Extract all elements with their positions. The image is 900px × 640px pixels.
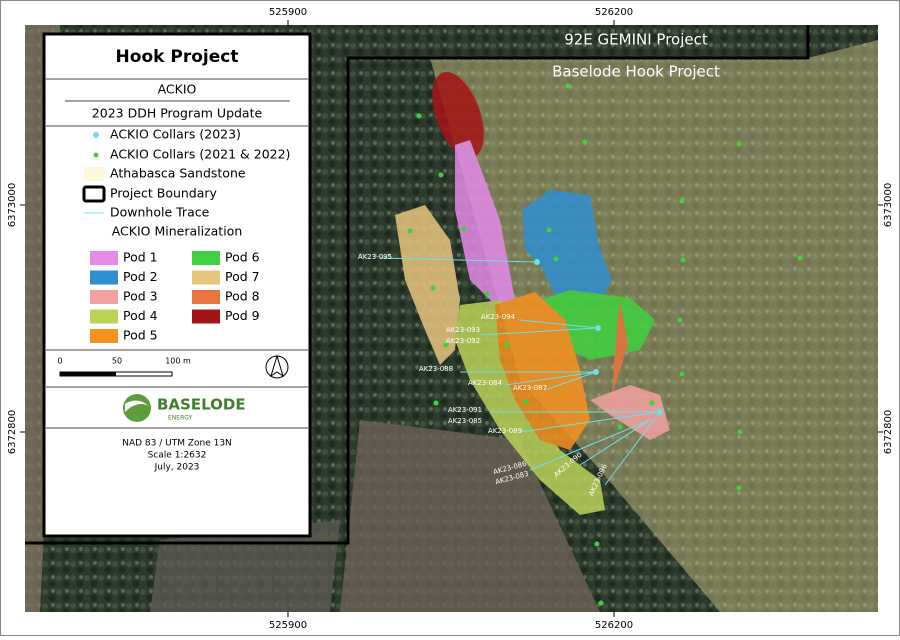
tick-marks [20, 20, 883, 617]
coord-label: 6372800 [7, 410, 18, 455]
legend-item: Project Boundary [110, 186, 218, 201]
pod-swatch [90, 290, 118, 304]
legend-item: Downhole Trace [110, 205, 210, 220]
footer-text: NAD 83 / UTM Zone 13N [122, 439, 232, 449]
pod-swatch [90, 329, 118, 343]
footer-text: July, 2023 [154, 463, 200, 473]
pod-swatch [192, 309, 220, 324]
coord-label: 6373000 [7, 183, 18, 228]
pod-label: Pod 3 [123, 289, 158, 304]
coord-label: 6373000 [883, 183, 894, 228]
drillhole-label: AK23-087 [513, 384, 547, 392]
map-label: 92E GEMINI Project [564, 31, 708, 49]
drillhole-label: AK23-094 [481, 313, 516, 321]
legend-item: Athabasca Sandstone [110, 166, 246, 181]
footer-text: Scale 1:2632 [148, 451, 207, 461]
pod-swatch [192, 270, 220, 285]
pod-label: Pod 2 [123, 269, 158, 284]
pod-label: Pod 7 [225, 269, 260, 284]
pod-label: Pod 6 [225, 250, 260, 265]
scale-label: 0 [57, 357, 62, 366]
legend: Hook Project ACKIO 2023 DDH Program Upda… [42, 32, 312, 538]
logo-tagline: ENERGY [168, 415, 193, 422]
drillhole-label: AK23-084 [468, 379, 503, 387]
legend-heading: ACKIO Mineralization [112, 224, 243, 239]
pod-label: Pod 4 [123, 308, 158, 323]
drillhole-label: AK23-089 [488, 427, 522, 435]
pod-label: Pod 5 [123, 328, 158, 343]
pod-label: Pod 8 [225, 289, 260, 304]
downhole-traces [379, 257, 661, 486]
legend-subtitle: ACKIO [158, 82, 197, 97]
drillhole-label: AK23-088 [419, 365, 453, 373]
drillhole-label: AK23-093 [446, 326, 480, 334]
scale-label: 100 m [165, 357, 191, 366]
collars-2023 [534, 259, 663, 415]
pod-swatch [90, 270, 118, 285]
legend-item: ACKIO Collars (2023) [110, 127, 241, 142]
pod-swatch [192, 290, 220, 304]
legend-item: ACKIO Collars (2021 & 2022) [110, 147, 290, 162]
logo-name: BASELODE [157, 396, 246, 414]
pods [395, 72, 670, 515]
coord-label: 525900 [269, 7, 307, 18]
pod-label: Pod 9 [225, 308, 260, 323]
pod-swatch [90, 309, 118, 324]
collars-2021-2022 [407, 83, 803, 606]
drillhole-label: AK23-095 [358, 253, 392, 261]
sandstone [430, 40, 878, 612]
drillhole-label: AK23-085 [448, 417, 482, 425]
pod-swatch [90, 251, 118, 265]
legend-title: Hook Project [116, 47, 239, 67]
coord-label: 526200 [595, 620, 633, 631]
legend-program: 2023 DDH Program Update [92, 106, 263, 121]
pod-label: Pod 1 [123, 250, 158, 265]
pod-swatch [192, 251, 220, 265]
drillhole-label: AK23-091 [448, 406, 482, 414]
project-boundary [25, 25, 810, 545]
map-label: Baselode Hook Project [552, 63, 720, 81]
coord-label: 6372800 [883, 410, 894, 455]
drillhole-label: AK23-092 [446, 337, 480, 345]
coord-label: 525900 [269, 620, 307, 631]
coord-label: 526200 [595, 7, 633, 18]
scale-label: 50 [112, 357, 122, 366]
